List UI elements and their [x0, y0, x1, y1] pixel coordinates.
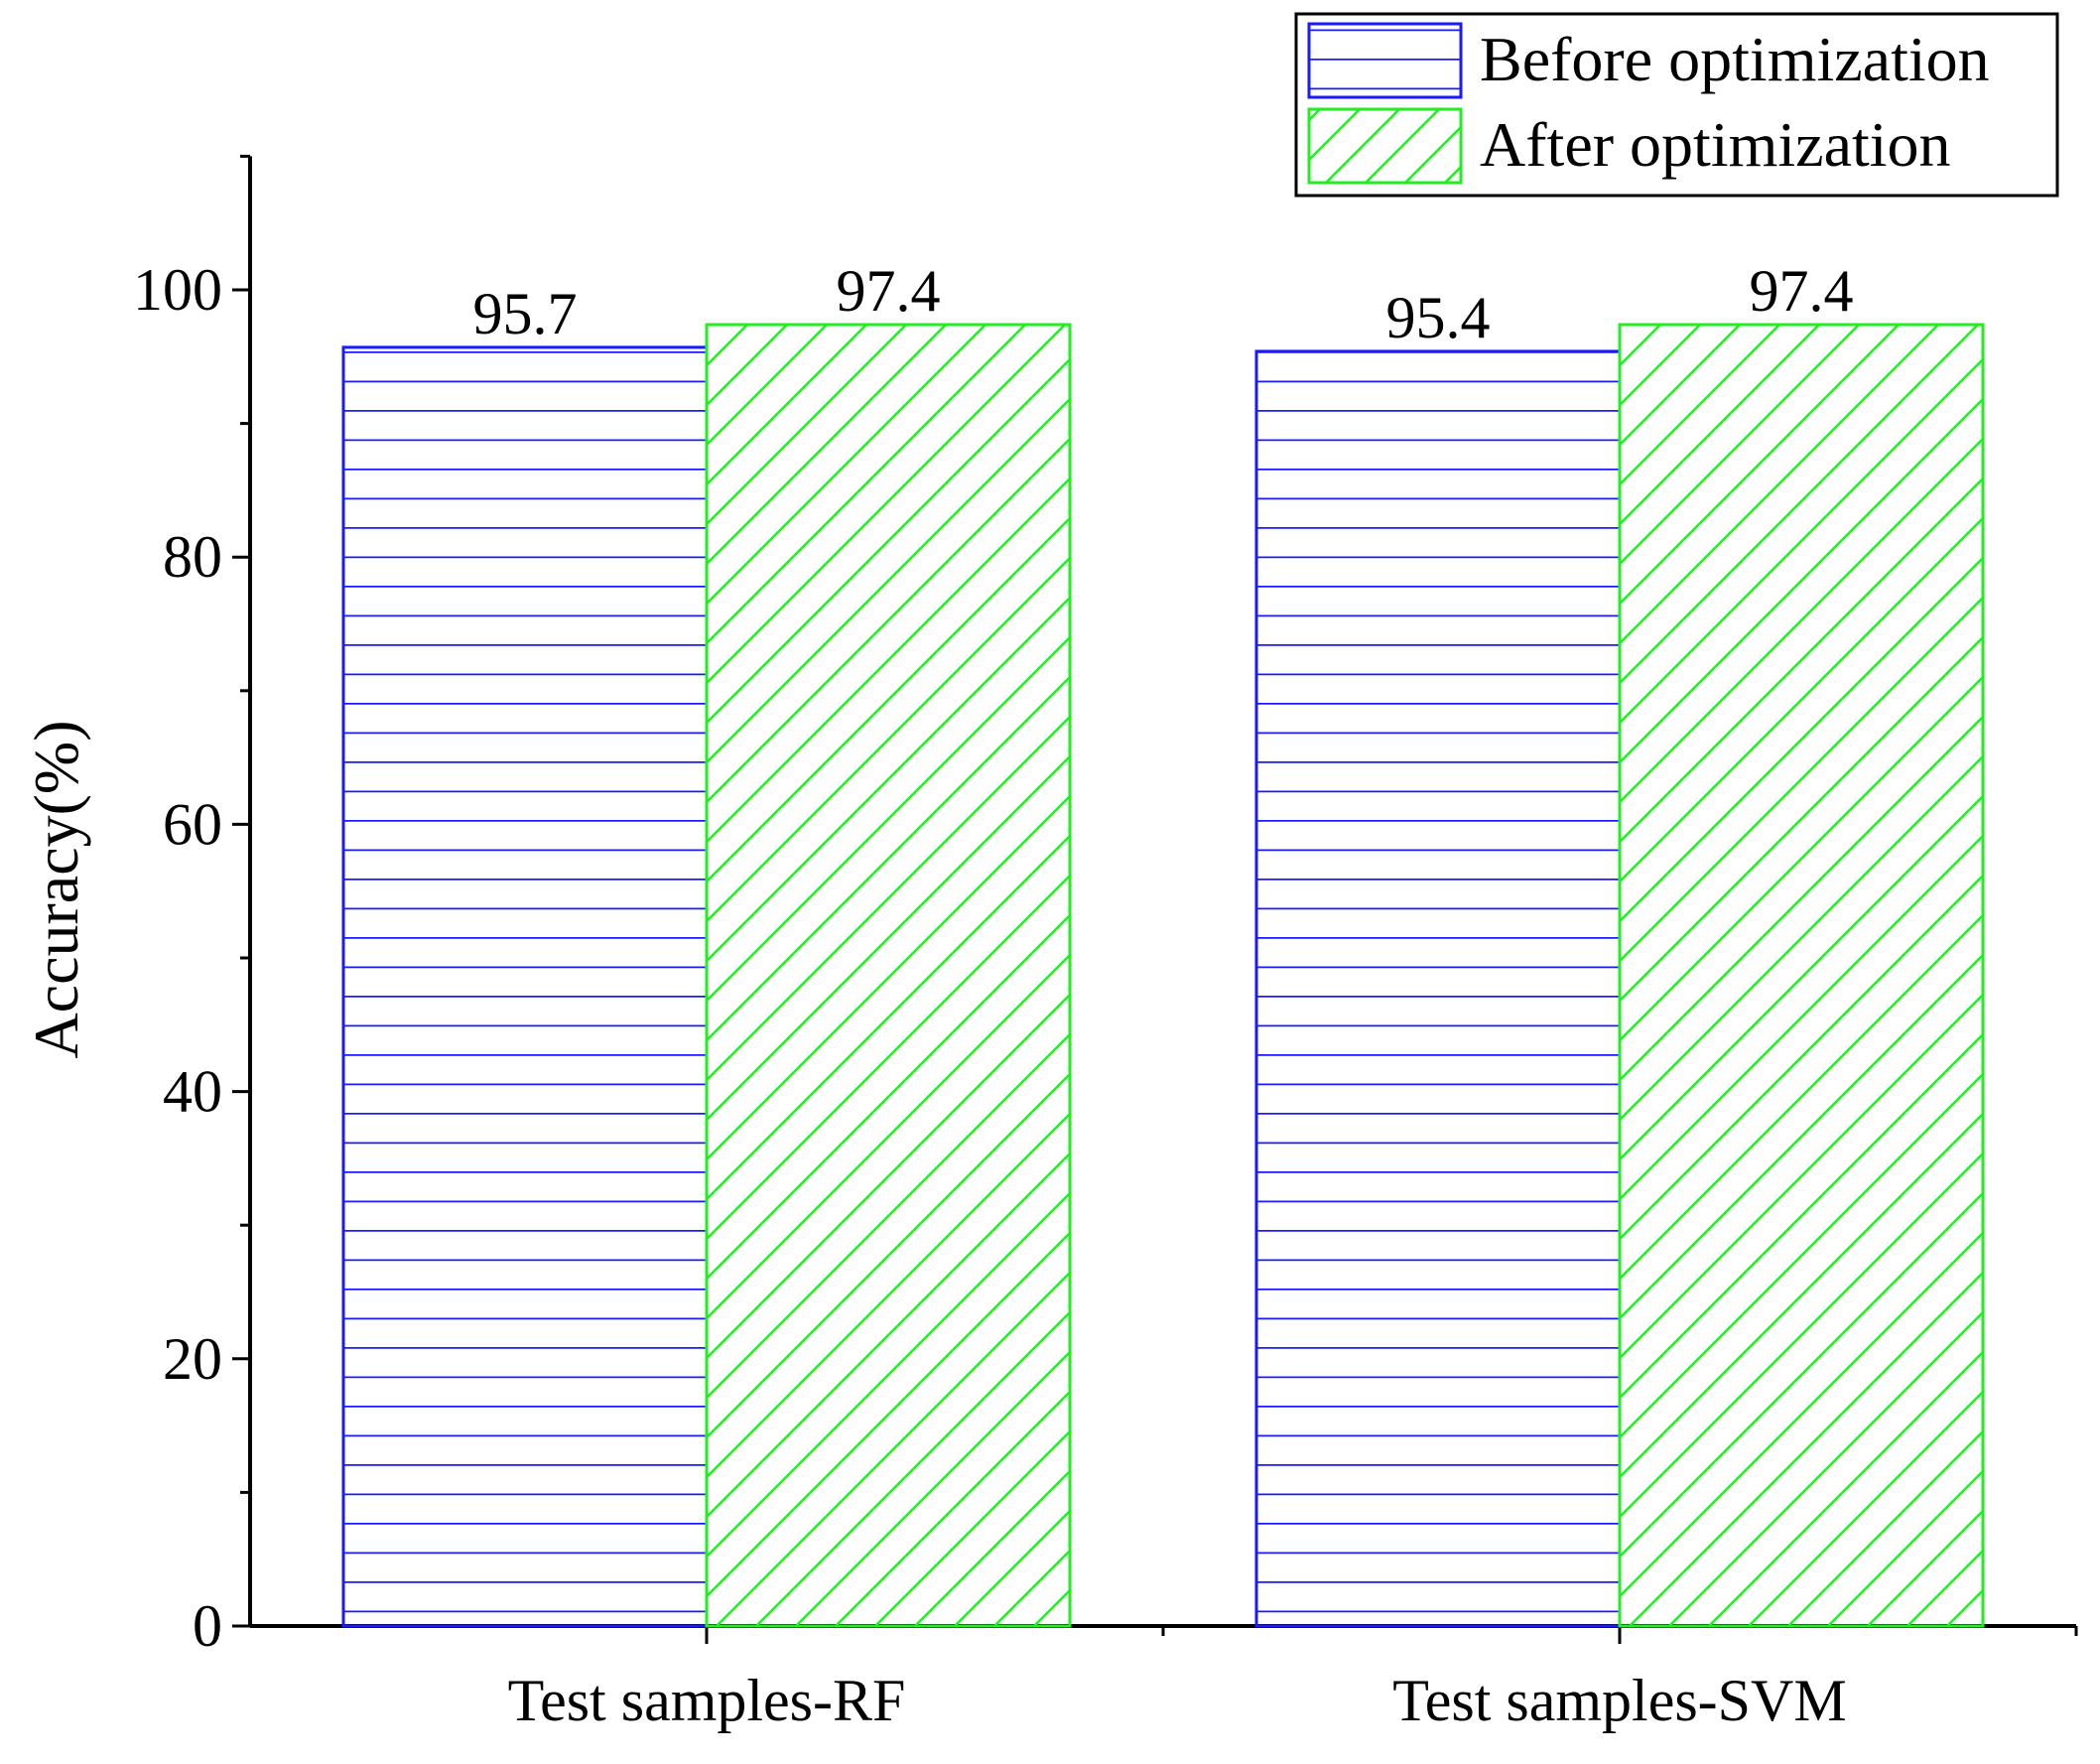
legend-swatch [1307, 107, 1463, 185]
labels: Test samples-RF Test samples-SVM Accuracy(… [21, 258, 1854, 1733]
y-tick-label: 0 [193, 1593, 222, 1659]
legend-label: After optimization [1480, 109, 1951, 180]
bar [705, 323, 1072, 1628]
y-tick-label: 80 [163, 524, 222, 590]
y-axis-title: Accuracy(%) [21, 720, 91, 1058]
y-tick-label: 40 [163, 1059, 222, 1125]
bar-value-label: 95.7 [473, 281, 578, 346]
bars [341, 323, 1985, 1628]
legend-label: Before optimization [1480, 24, 1990, 94]
legend-swatch [1307, 22, 1463, 99]
bar [341, 345, 709, 1628]
x-category-label: Test samples-SVM [1392, 1668, 1846, 1733]
y-tick-label: 100 [133, 257, 222, 323]
bar-value-label: 97.4 [1750, 258, 1854, 324]
bar [1618, 323, 1985, 1628]
y-tick-label: 60 [163, 791, 222, 857]
y-tick-label: 20 [163, 1326, 222, 1392]
x-category-label: Test samples-RF [508, 1668, 906, 1733]
bar-value-label: 97.4 [837, 258, 941, 324]
bar [1254, 349, 1622, 1628]
bar-value-label: 95.4 [1386, 285, 1491, 350]
legend: Before optimization After optimization [1294, 12, 2059, 198]
